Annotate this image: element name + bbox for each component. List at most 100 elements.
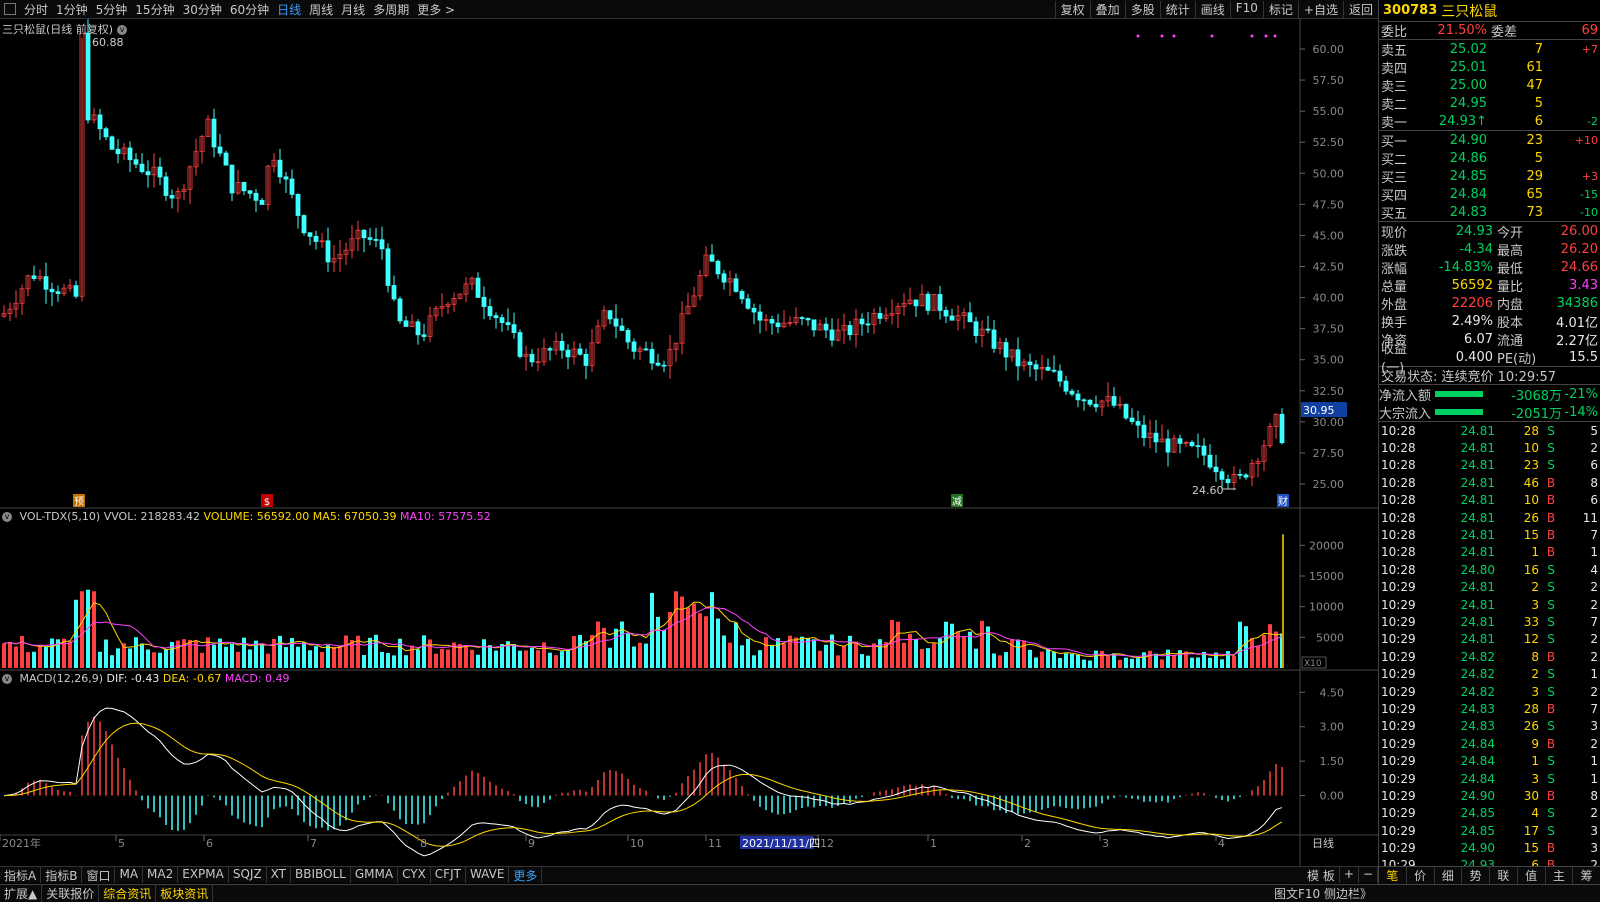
chevron-down-icon[interactable]: v [117, 25, 128, 35]
price-axis-label: 45.00 [1313, 229, 1345, 242]
candle-body [163, 176, 169, 196]
tick-count: 8 [1590, 788, 1598, 803]
chart-tool-button[interactable]: F10 [1229, 0, 1263, 18]
candle-body [733, 278, 739, 292]
chart-tool-button[interactable]: 标记 [1262, 0, 1298, 18]
period-tab[interactable]: 日线 [277, 2, 302, 17]
quote-stat-row: 总量 56592 量比 3.43 [1379, 276, 1600, 295]
tick-time: 10:29 [1381, 719, 1416, 734]
indicator-tab[interactable]: 指标A [0, 867, 42, 883]
volume-bar [860, 654, 864, 668]
quote-stat-row: 涨跌 -4.34 最高 26.20 [1379, 240, 1600, 259]
chart-tool-button[interactable]: 复权 [1054, 0, 1090, 18]
quote-tab[interactable]: 笔 [1379, 867, 1407, 884]
chart-tool-button[interactable]: +自选 [1297, 0, 1343, 18]
indicator-tab[interactable]: XT [267, 867, 292, 883]
candle-body [1093, 403, 1099, 408]
f10-sidebar-link[interactable]: 图文F10 侧边栏》 [1274, 887, 1372, 901]
chevron-down-icon[interactable]: v [2, 674, 12, 684]
volume-bar [572, 636, 576, 668]
chart-tool-button[interactable]: 多股 [1124, 0, 1160, 18]
chart-tool-button[interactable]: 统计 [1159, 0, 1195, 18]
period-tab[interactable]: 周线 [309, 2, 334, 17]
chart-tool-button[interactable]: 画线 [1194, 0, 1230, 18]
menu-square-icon[interactable] [4, 3, 16, 15]
volume-bar [8, 641, 12, 668]
tick-list[interactable]: 10:28 24.81 28 S 5 10:28 24.81 10 S 2 10:28 24.81 23… [1379, 422, 1600, 874]
tick-price: 24.81 [1460, 597, 1495, 612]
tick-row: 10:28 24.81 46 B 8 [1379, 474, 1600, 491]
indicator-tab[interactable]: 指标B [41, 867, 83, 883]
period-tab[interactable]: 1分钟 [56, 2, 88, 17]
indicator-tab[interactable]: 窗口 [82, 867, 116, 883]
chevron-down-icon[interactable]: v [2, 512, 12, 522]
volume-bar [1058, 657, 1062, 668]
low-price-label: 24.60 [1192, 484, 1224, 497]
quote-tab[interactable]: 细 [1435, 867, 1463, 884]
indicator-tab[interactable]: GMMA [351, 867, 399, 883]
indicator-tab[interactable]: BBIBOLL [291, 867, 351, 883]
tick-row: 10:29 24.85 4 S 2 [1379, 805, 1600, 822]
candle-body [349, 238, 355, 251]
tick-row: 10:29 24.81 3 S 2 [1379, 596, 1600, 613]
tick-price: 24.84 [1460, 754, 1495, 769]
quote-tab[interactable]: 主 [1546, 867, 1574, 884]
status-tab[interactable]: 关联报价 [42, 885, 100, 902]
book-price: 24.93↑ [1438, 113, 1487, 129]
chart-tool-button[interactable]: 叠加 [1089, 0, 1125, 18]
volume-bar [1028, 649, 1032, 668]
volume-bar [344, 635, 348, 668]
indicator-tab[interactable]: WAVE [466, 867, 510, 883]
period-tab[interactable]: 分时 [24, 2, 49, 17]
candle-body [637, 348, 643, 352]
tick-volume: 1 [1531, 754, 1539, 769]
candle-body [139, 163, 145, 173]
period-tab[interactable]: 5分钟 [95, 2, 128, 17]
indicator-tab[interactable]: 更多 [509, 867, 543, 883]
kline-chart[interactable]: 60.0057.5055.0052.5050.0047.5045.0042.50… [0, 0, 1378, 866]
status-tab[interactable]: 扩展▲ [0, 885, 43, 902]
period-tab[interactable]: 更多 > [417, 2, 456, 17]
status-tab[interactable]: 综合资讯 [99, 885, 157, 902]
indicator-tab[interactable]: CYX [398, 867, 431, 883]
quote-tab[interactable]: 价 [1407, 867, 1435, 884]
period-tab[interactable]: 多周期 [373, 2, 410, 17]
indicator-tab[interactable]: EXPMA [178, 867, 229, 883]
tick-row: 10:29 24.82 2 S 1 [1379, 665, 1600, 682]
quote-tab[interactable]: 势 [1462, 867, 1490, 884]
period-tab[interactable]: 30分钟 [182, 2, 222, 17]
indicator-tab[interactable]: MA [115, 867, 144, 883]
quote-tab[interactable]: 联 [1490, 867, 1518, 884]
stat-value: 56592 [1451, 277, 1493, 293]
quote-tab[interactable]: 值 [1518, 867, 1546, 884]
volume-bar [434, 653, 438, 668]
template-button[interactable]: − [1359, 867, 1378, 883]
template-button[interactable]: + [1340, 867, 1359, 883]
candle-body [7, 308, 13, 314]
candle-body [1009, 349, 1015, 358]
indicator-tab[interactable]: MA2 [143, 867, 179, 883]
volume-bar [878, 639, 882, 668]
candle-body [331, 258, 337, 263]
volume-bar [518, 650, 522, 668]
candle-body [37, 276, 43, 279]
period-tab[interactable]: 月线 [341, 2, 366, 17]
candle-body [193, 151, 199, 168]
volume-bar [134, 637, 138, 668]
period-tab[interactable]: 60分钟 [229, 2, 270, 17]
quote-tab[interactable]: 筹 [1573, 867, 1600, 884]
template-button[interactable]: 模 板 [1303, 867, 1340, 883]
chart-tool-button[interactable]: 返回 [1342, 0, 1378, 18]
date-axis-label: 2 [1024, 837, 1031, 850]
period-tab[interactable]: 15分钟 [135, 2, 175, 17]
tick-row: 10:28 24.81 23 S 6 [1379, 457, 1600, 474]
status-tab[interactable]: 板块资讯 [156, 885, 214, 902]
candle-body [583, 353, 589, 366]
indicator-tab[interactable]: CFJT [431, 867, 466, 883]
indicator-tab[interactable]: SQJZ [229, 867, 267, 883]
candle-body [493, 315, 499, 319]
book-row: 卖五 25.02 7 +7 [1379, 40, 1600, 59]
candle-body [523, 353, 529, 357]
book-row: 卖一 24.93↑ 6 -2 [1379, 112, 1600, 131]
event-mark: 预 [74, 496, 84, 508]
